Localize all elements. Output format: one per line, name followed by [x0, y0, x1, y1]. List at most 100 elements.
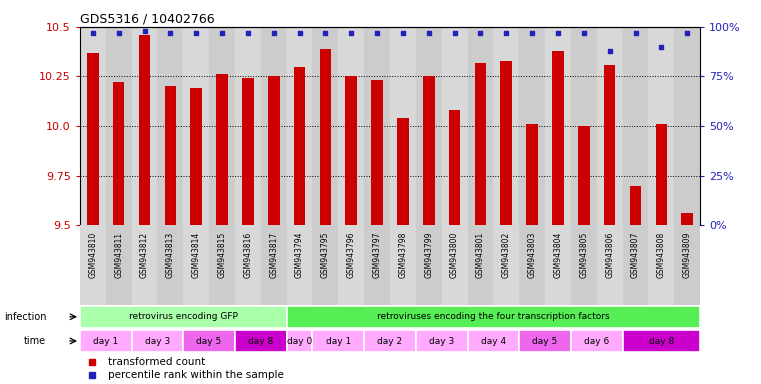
- Bar: [629, 185, 642, 225]
- Bar: [287, 330, 313, 352]
- Bar: [339, 27, 365, 225]
- Text: GSM943803: GSM943803: [527, 232, 537, 278]
- Text: day 1: day 1: [326, 336, 351, 346]
- Text: transformed count: transformed count: [108, 357, 205, 367]
- Point: [139, 28, 151, 34]
- Bar: [545, 225, 571, 305]
- Point: [448, 30, 460, 36]
- Point: [268, 30, 280, 36]
- Text: GSM943801: GSM943801: [476, 232, 485, 278]
- Point: [371, 30, 384, 36]
- Text: day 3: day 3: [145, 336, 170, 346]
- Bar: [106, 27, 132, 225]
- Bar: [527, 124, 538, 225]
- Bar: [674, 27, 700, 225]
- Bar: [80, 27, 106, 225]
- Text: GSM943795: GSM943795: [321, 232, 330, 278]
- Text: day 6: day 6: [584, 336, 610, 346]
- Bar: [339, 225, 365, 305]
- Bar: [164, 86, 176, 225]
- Bar: [209, 27, 235, 225]
- Bar: [519, 225, 545, 305]
- Bar: [519, 330, 571, 352]
- Text: GSM943806: GSM943806: [605, 232, 614, 278]
- Point: [603, 48, 616, 54]
- Text: GSM943814: GSM943814: [192, 232, 201, 278]
- Point: [216, 30, 228, 36]
- Bar: [493, 27, 519, 225]
- Text: GSM943815: GSM943815: [218, 232, 227, 278]
- Text: GSM943805: GSM943805: [579, 232, 588, 278]
- Bar: [313, 330, 365, 352]
- Text: day 4: day 4: [481, 336, 506, 346]
- Bar: [80, 225, 106, 305]
- Bar: [493, 225, 519, 305]
- Point: [164, 30, 177, 36]
- Bar: [365, 330, 416, 352]
- Text: GSM943808: GSM943808: [657, 232, 666, 278]
- Point: [681, 30, 693, 36]
- Text: GSM943804: GSM943804: [553, 232, 562, 278]
- Bar: [622, 330, 700, 352]
- Text: GSM943797: GSM943797: [373, 232, 381, 278]
- Bar: [235, 27, 261, 225]
- Bar: [648, 225, 674, 305]
- Text: infection: infection: [4, 312, 46, 322]
- Bar: [648, 27, 674, 225]
- Text: time: time: [24, 336, 46, 346]
- Bar: [578, 126, 590, 225]
- Bar: [139, 35, 151, 225]
- Point: [242, 30, 254, 36]
- Point: [320, 30, 332, 36]
- Text: GSM943802: GSM943802: [501, 232, 511, 278]
- Text: GSM943807: GSM943807: [631, 232, 640, 278]
- Point: [655, 44, 667, 50]
- Text: day 0: day 0: [287, 336, 312, 346]
- Bar: [235, 330, 287, 352]
- Text: GSM943813: GSM943813: [166, 232, 175, 278]
- Bar: [313, 27, 339, 225]
- Text: GSM943794: GSM943794: [295, 232, 304, 278]
- Bar: [681, 214, 693, 225]
- Bar: [261, 225, 287, 305]
- Bar: [545, 27, 571, 225]
- Point: [345, 30, 358, 36]
- Point: [113, 30, 125, 36]
- Bar: [158, 225, 183, 305]
- Point: [552, 30, 564, 36]
- Bar: [423, 76, 435, 225]
- Text: GDS5316 / 10402766: GDS5316 / 10402766: [80, 13, 215, 26]
- Bar: [80, 306, 287, 328]
- Text: GSM943798: GSM943798: [399, 232, 407, 278]
- Bar: [622, 225, 648, 305]
- Bar: [571, 225, 597, 305]
- Text: GSM943810: GSM943810: [88, 232, 97, 278]
- Bar: [106, 225, 132, 305]
- Bar: [622, 27, 648, 225]
- Bar: [80, 330, 132, 352]
- Bar: [87, 53, 99, 225]
- Text: GSM943816: GSM943816: [244, 232, 253, 278]
- Bar: [132, 27, 158, 225]
- Bar: [287, 306, 700, 328]
- Text: GSM943812: GSM943812: [140, 232, 149, 278]
- Bar: [183, 225, 209, 305]
- Text: percentile rank within the sample: percentile rank within the sample: [108, 370, 284, 381]
- Bar: [132, 330, 183, 352]
- Bar: [132, 225, 158, 305]
- Bar: [416, 330, 467, 352]
- Point: [629, 30, 642, 36]
- Bar: [294, 66, 305, 225]
- Point: [526, 30, 538, 36]
- Point: [500, 30, 512, 36]
- Text: day 3: day 3: [429, 336, 454, 346]
- Bar: [268, 76, 279, 225]
- Bar: [390, 225, 416, 305]
- Bar: [501, 61, 512, 225]
- Point: [396, 30, 409, 36]
- Text: retrovirus encoding GFP: retrovirus encoding GFP: [129, 312, 237, 321]
- Bar: [209, 225, 235, 305]
- Bar: [571, 330, 622, 352]
- Bar: [441, 27, 467, 225]
- Text: GSM943809: GSM943809: [683, 232, 692, 278]
